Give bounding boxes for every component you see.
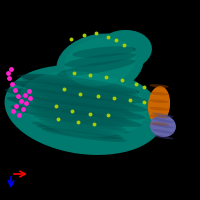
Ellipse shape (149, 122, 169, 126)
Ellipse shape (84, 58, 124, 86)
Ellipse shape (20, 71, 148, 137)
Ellipse shape (27, 81, 141, 99)
Ellipse shape (38, 119, 130, 133)
Ellipse shape (31, 122, 121, 136)
Ellipse shape (20, 84, 132, 102)
Ellipse shape (17, 75, 135, 93)
Ellipse shape (152, 129, 174, 134)
Ellipse shape (149, 107, 169, 111)
Ellipse shape (25, 103, 127, 119)
Ellipse shape (25, 87, 135, 105)
Ellipse shape (149, 99, 169, 103)
Ellipse shape (149, 84, 169, 88)
Ellipse shape (57, 59, 135, 77)
Ellipse shape (30, 106, 130, 122)
Ellipse shape (148, 86, 170, 124)
Ellipse shape (64, 53, 136, 67)
Ellipse shape (23, 94, 129, 110)
Ellipse shape (72, 46, 136, 58)
Ellipse shape (41, 128, 127, 142)
Ellipse shape (64, 38, 136, 86)
Ellipse shape (56, 33, 144, 95)
Ellipse shape (152, 124, 174, 128)
Ellipse shape (35, 109, 133, 125)
Ellipse shape (28, 97, 132, 113)
Ellipse shape (36, 125, 124, 139)
Ellipse shape (13, 81, 147, 103)
Ellipse shape (152, 118, 174, 123)
Ellipse shape (150, 115, 176, 137)
Ellipse shape (11, 105, 141, 127)
Ellipse shape (152, 113, 174, 117)
Ellipse shape (58, 66, 114, 98)
Ellipse shape (152, 135, 174, 139)
Ellipse shape (28, 112, 124, 128)
Ellipse shape (30, 91, 138, 107)
Ellipse shape (7, 97, 145, 119)
Ellipse shape (5, 65, 163, 155)
Ellipse shape (149, 115, 169, 118)
Ellipse shape (149, 92, 169, 95)
Ellipse shape (33, 116, 127, 130)
Ellipse shape (96, 30, 152, 70)
Ellipse shape (33, 100, 135, 116)
Ellipse shape (11, 83, 69, 125)
Ellipse shape (22, 78, 138, 96)
Ellipse shape (21, 74, 139, 94)
Ellipse shape (5, 88, 147, 112)
